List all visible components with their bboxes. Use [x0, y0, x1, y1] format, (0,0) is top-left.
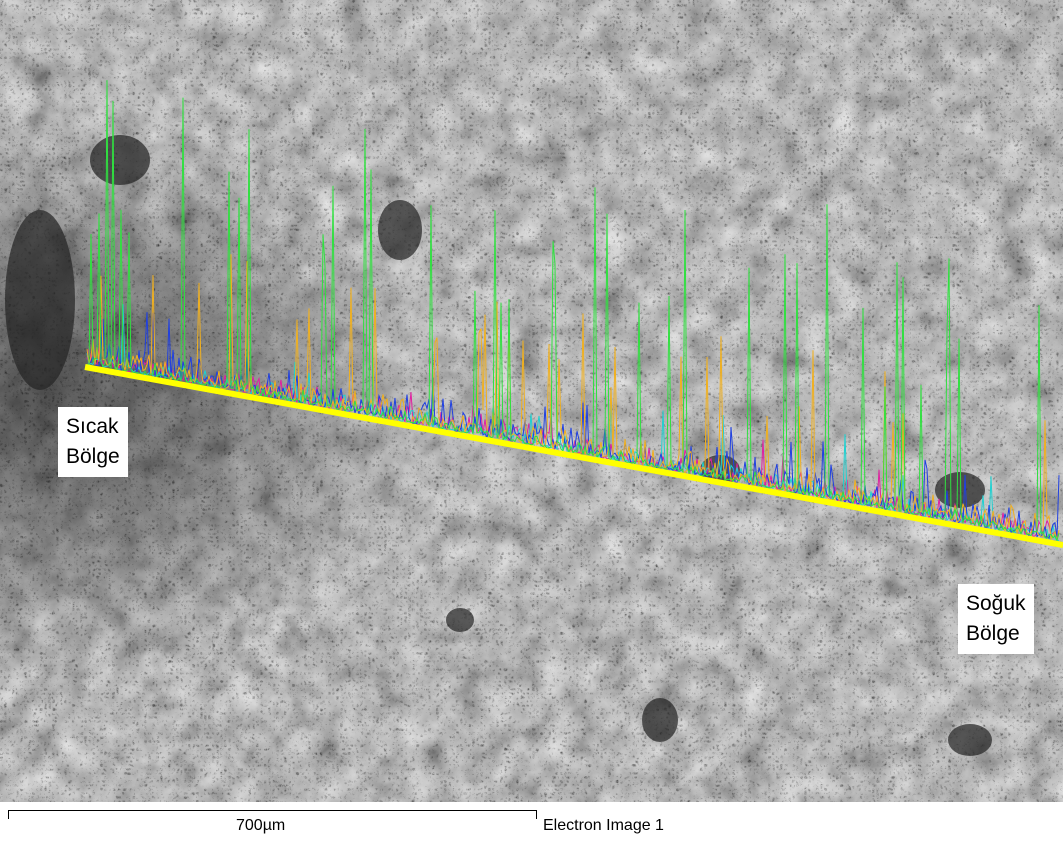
- electron-image: [0, 0, 1063, 802]
- page: Electron Image {"annotations": [{"lines"…: [0, 0, 1063, 841]
- scale-bar-label: 700µm: [236, 817, 285, 835]
- label-line: Soğuk: [966, 589, 1026, 619]
- label-line: Bölge: [966, 619, 1026, 649]
- hot-zone-label: Sıcak Bölge: [58, 407, 128, 477]
- label-line: Sıcak: [66, 412, 120, 442]
- shadow: [0, 0, 1063, 802]
- label-line: Bölge: [66, 442, 120, 472]
- image-caption: Electron Image 1: [543, 817, 664, 835]
- root: Sıcak Bölge Soğuk Bölge 700µm Electron I…: [0, 0, 1063, 841]
- cold-zone-label: Soğuk Bölge: [958, 584, 1034, 654]
